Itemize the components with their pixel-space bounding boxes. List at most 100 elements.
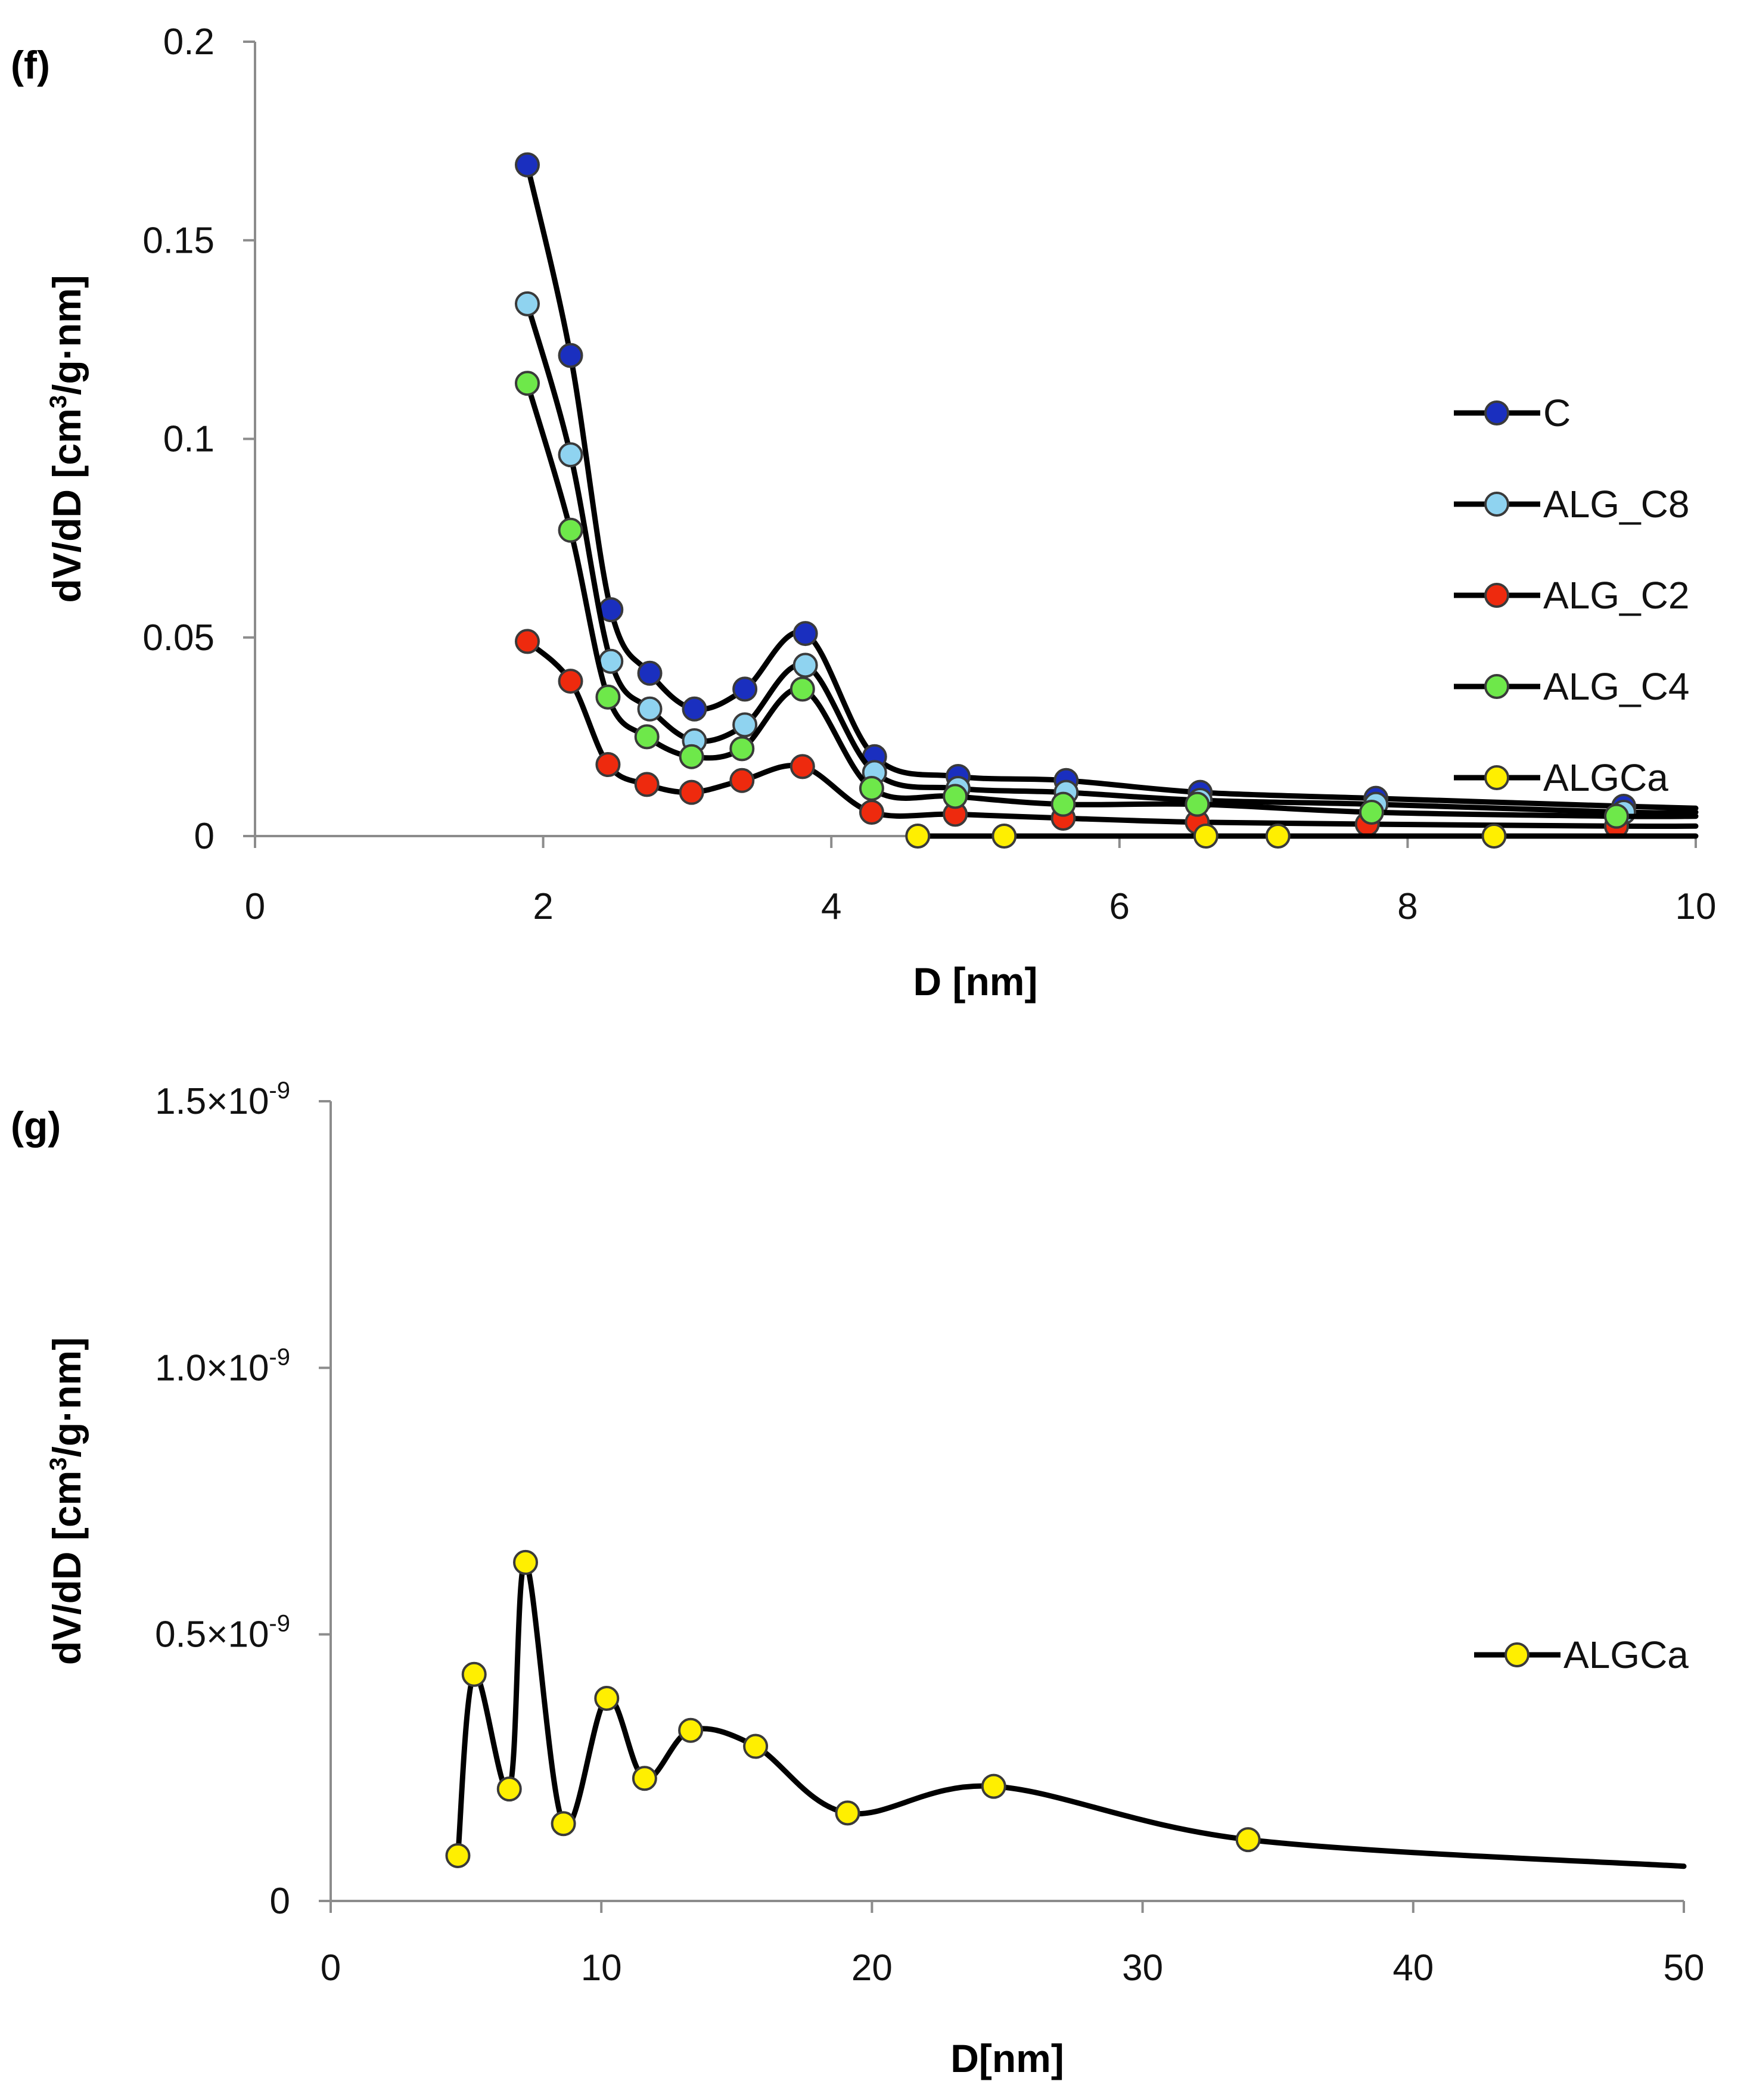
data-point-algca [743, 1734, 769, 1759]
data-point-algca [551, 1811, 576, 1837]
chart-panel-g: (g) 0 10 20 30 40 50 0 0.5×10-9 1.0×10-9 1.5×10-9 D… [11, 1077, 1704, 2080]
legend-item-algca: ALGCa [1474, 1633, 1689, 1676]
y-tick-label: 0.2 [163, 21, 215, 63]
data-point-algca [991, 824, 1017, 849]
legend-label: ALGCa [1563, 1633, 1689, 1676]
x-tick-label: 6 [1109, 886, 1130, 927]
data-point-algca [632, 1766, 657, 1791]
legend: ALGCa [1474, 1633, 1689, 1676]
data-point-algca [594, 1686, 620, 1711]
data-point-alg-c2 [679, 779, 704, 805]
data-point-alg-c8 [792, 653, 818, 678]
legend-label: C [1543, 392, 1571, 434]
data-point-algca [835, 1800, 860, 1826]
data-point-algca [1193, 824, 1218, 849]
legend-item-alg-c8: ALG_C8 [1454, 483, 1689, 526]
data-point-alg-c4 [1050, 791, 1076, 817]
legend-label: ALG_C8 [1543, 483, 1689, 526]
data-point-alg-c4 [859, 776, 884, 802]
data-point-alg-c2 [859, 800, 884, 825]
x-tick-label: 4 [821, 886, 841, 927]
x-tick-label: 10 [1675, 886, 1717, 927]
data-point-alg-c4 [1604, 803, 1630, 829]
x-tick-label: 50 [1664, 1947, 1705, 1989]
data-point-c [732, 676, 758, 702]
data-point-alg-c4 [595, 684, 621, 710]
legend-marker [1484, 765, 1509, 790]
x-axis-title: D [nm] [913, 959, 1038, 1004]
data-point-algca [1481, 824, 1507, 849]
y-tick-label: 0.1 [163, 419, 215, 460]
data-point-c [682, 696, 707, 722]
legend-marker [1504, 1642, 1530, 1667]
series-line-alg-c2 [524, 638, 1699, 830]
series-alg-c4 [515, 371, 1699, 829]
panel-label: (f) [11, 43, 50, 87]
data-point-alg-c4 [729, 736, 755, 762]
legend-marker [1484, 492, 1509, 517]
series-alg-c8 [515, 291, 1699, 825]
legend-item-alg-c2: ALG_C2 [1454, 574, 1689, 617]
x-tick-label: 0 [321, 1947, 341, 1989]
legend-marker [1484, 583, 1509, 608]
legend: C ALG_C8 ALG_C2 ALG_C4 ALGCa [1454, 392, 1689, 799]
data-point-c [792, 621, 818, 647]
data-point-c [558, 343, 583, 368]
data-point-alg-c4 [1359, 800, 1384, 825]
data-point-alg-c4 [789, 676, 815, 702]
x-tick-label: 20 [851, 1947, 893, 1989]
series-c [515, 152, 1699, 819]
data-point-algca [1265, 824, 1291, 849]
data-point-alg-c4 [634, 724, 660, 750]
data-point-alg-c2 [595, 752, 621, 778]
x-axis-title: D[nm] [950, 2036, 1064, 2080]
data-point-alg-c4 [679, 744, 704, 769]
data-point-alg-c4 [943, 784, 968, 809]
data-point-alg-c2 [789, 754, 815, 779]
y-tick-label: 1.0×10-9 [155, 1344, 290, 1388]
y-tick-label: 0.15 [142, 220, 215, 261]
data-point-alg-c8 [598, 648, 624, 674]
data-point-algca [496, 1776, 522, 1802]
legend-item-c: C [1454, 392, 1571, 434]
x-tick-label: 0 [245, 886, 265, 927]
legend-label: ALG_C2 [1543, 574, 1689, 617]
x-tick-label: 40 [1392, 1947, 1434, 1989]
legend-item-algca: ALGCa [1454, 756, 1668, 799]
data-point-alg-c2 [634, 772, 660, 797]
chart-panel-f: (f) 0 2 4 6 8 10 0 0.05 0.1 0.15 0.2 D [nm] dV/dD [cm… [11, 21, 1716, 1004]
data-point-alg-c8 [732, 712, 758, 738]
legend-item-alg-c4: ALG_C4 [1454, 665, 1689, 708]
legend-marker [1484, 674, 1509, 699]
panel-label: (g) [11, 1104, 61, 1148]
data-point-alg-c4 [515, 371, 540, 396]
data-point-c [637, 660, 663, 686]
data-point-c [515, 152, 540, 178]
x-tick-label: 8 [1397, 886, 1418, 927]
x-tick-label: 2 [533, 886, 553, 927]
data-point-alg-c4 [1185, 791, 1210, 817]
y-tick-label: 0.5×10-9 [155, 1611, 290, 1655]
y-tick-label: 0.05 [142, 617, 215, 658]
y-tick-label: 0 [194, 816, 215, 857]
y-tick-label: 1.5×10-9 [155, 1077, 290, 1122]
data-point-alg-c8 [558, 442, 583, 468]
data-point-algca [905, 824, 931, 849]
data-point-algca [981, 1773, 1006, 1799]
series-algca [905, 824, 1699, 849]
series-algca [445, 1549, 1687, 1869]
y-axis-title: dV/dD [cm3/g·nm] [45, 275, 89, 602]
data-point-alg-c8 [515, 291, 540, 316]
data-point-alg-c2 [558, 669, 583, 694]
data-point-algca [445, 1843, 471, 1868]
data-point-algca [678, 1717, 704, 1743]
y-tick-label: 0 [270, 1881, 290, 1922]
data-point-alg-c4 [558, 517, 583, 543]
y-axis-title: dV/dD [cm3/g·nm] [45, 1337, 89, 1665]
x-tick-label: 30 [1122, 1947, 1163, 1989]
data-point-algca [1235, 1827, 1261, 1853]
data-point-alg-c8 [637, 696, 663, 722]
data-point-algca [461, 1661, 487, 1687]
series-line-algca [455, 1560, 1687, 1869]
